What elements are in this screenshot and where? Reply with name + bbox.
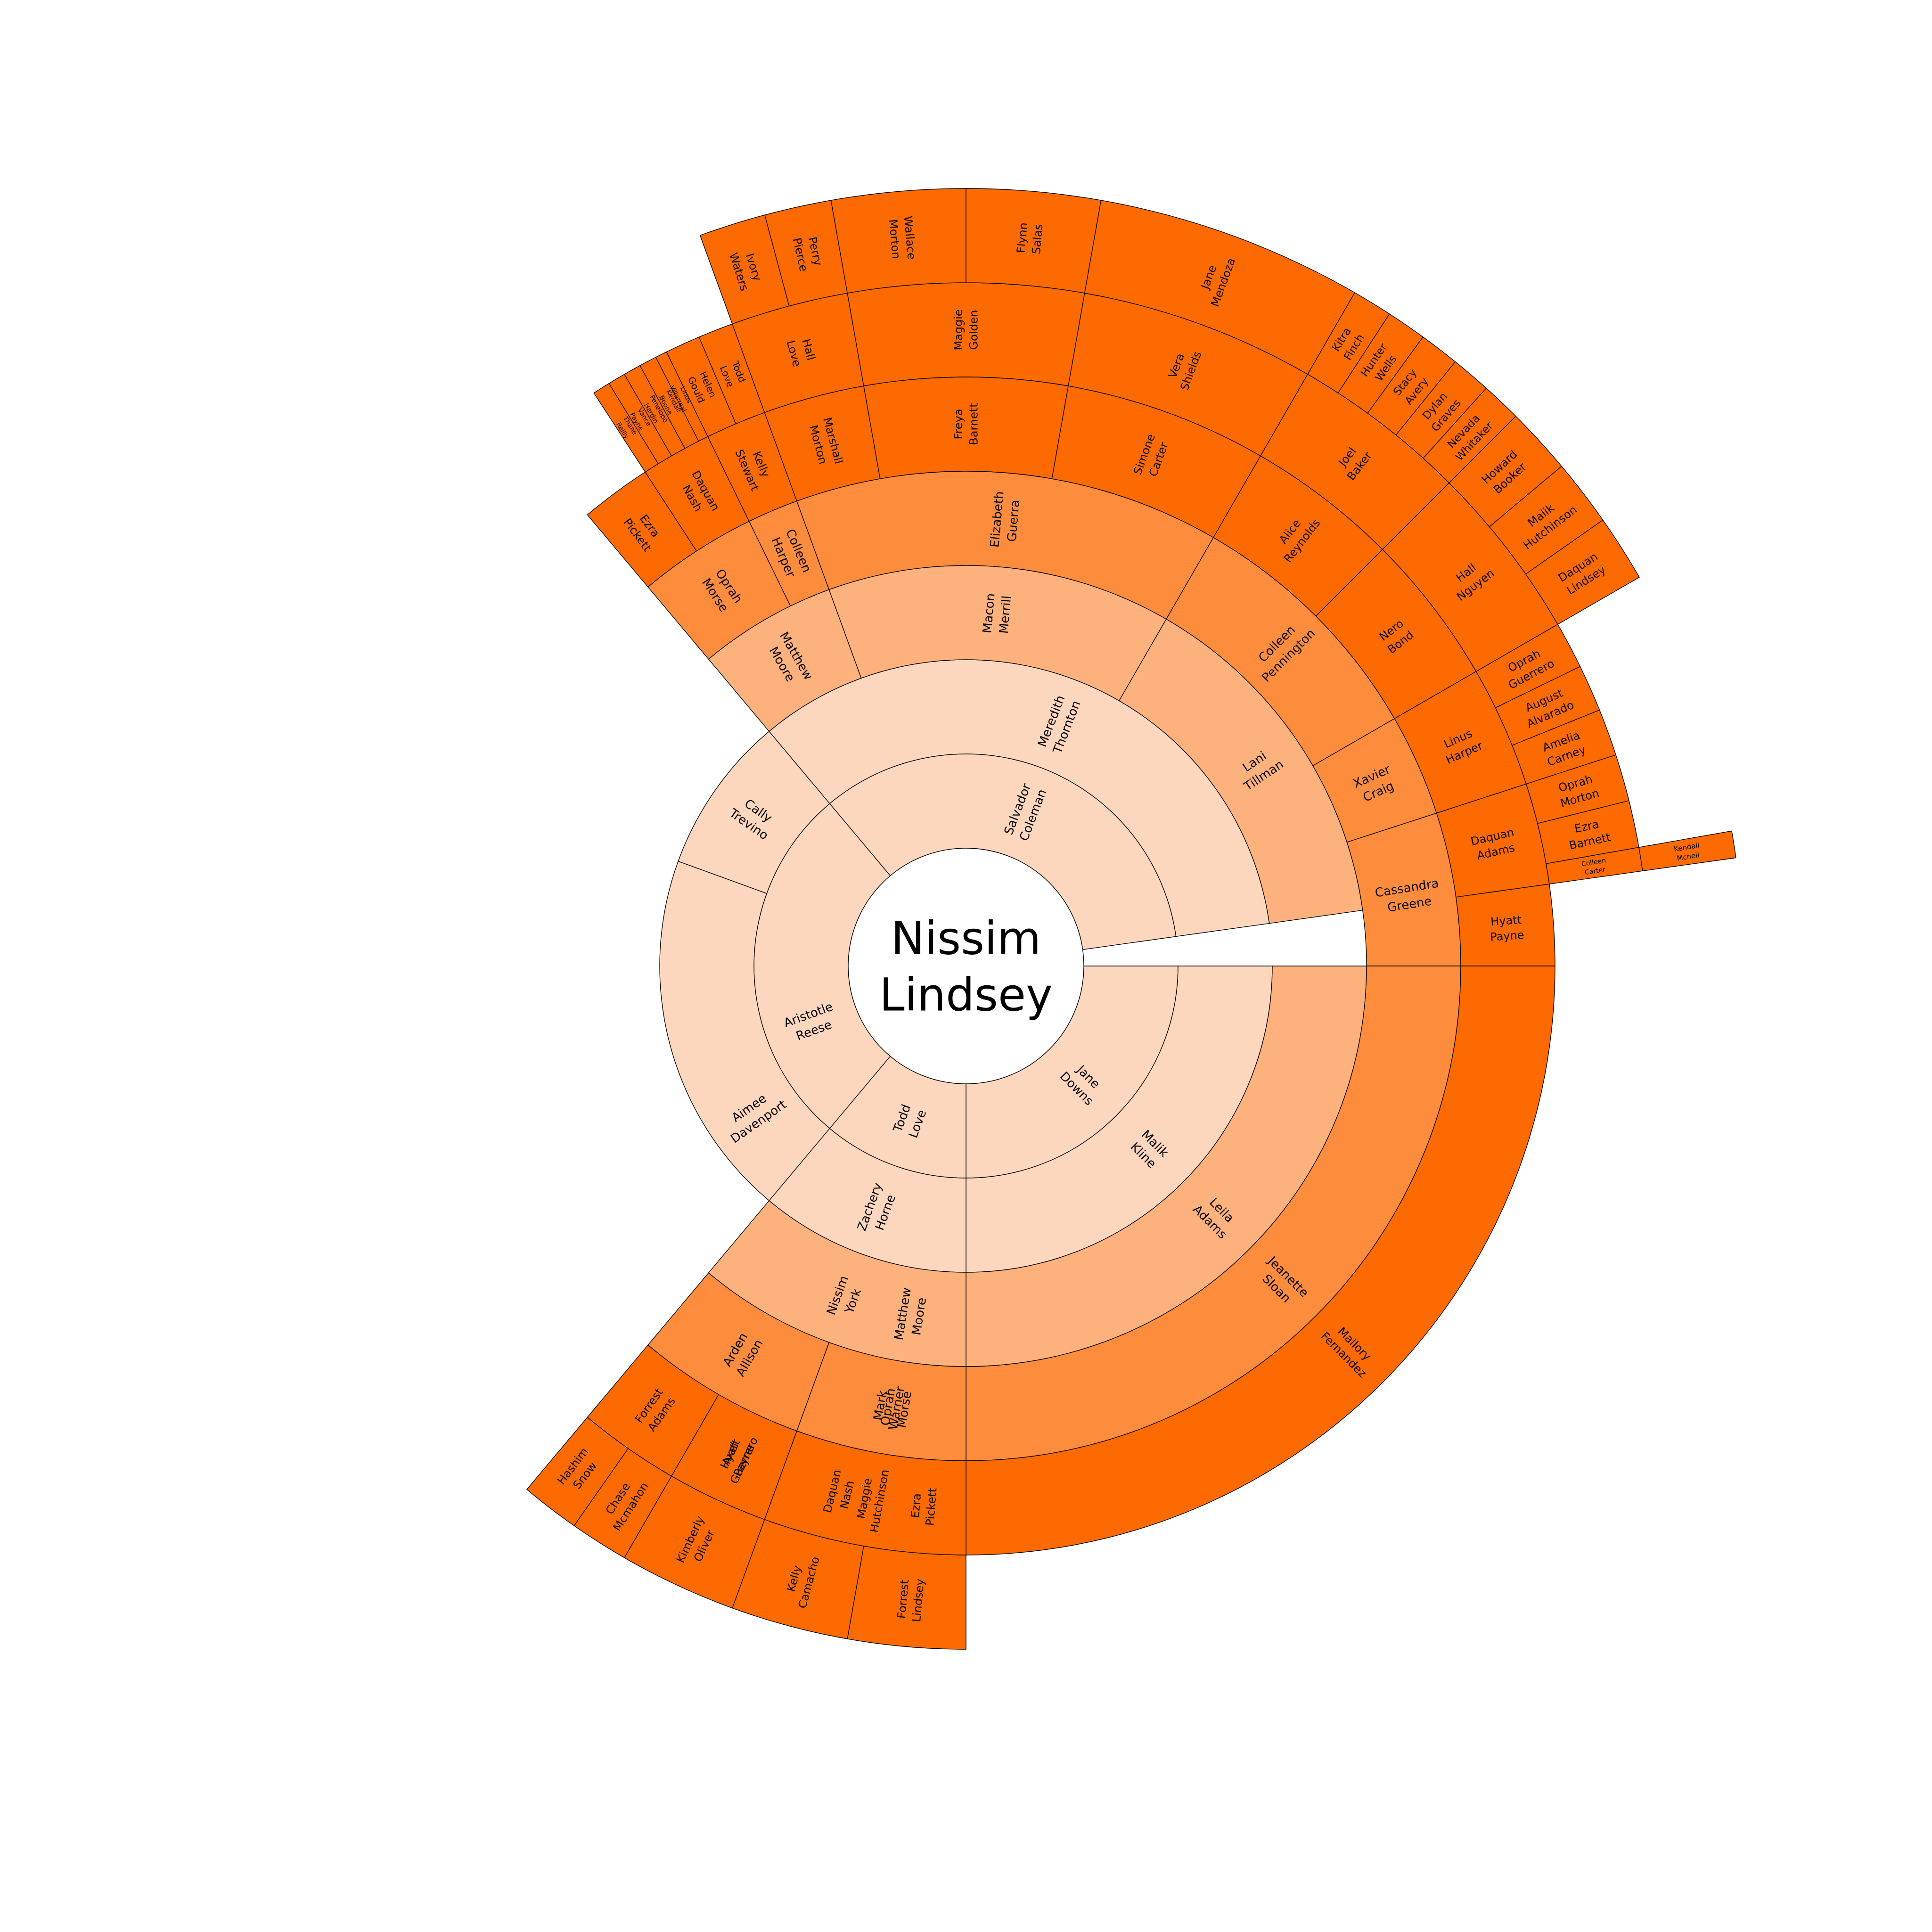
ancestor-label-freya-barnett: Freya Barnett bbox=[952, 403, 980, 445]
root-name-first: Nissim bbox=[891, 912, 1041, 965]
ancestor-label-macon-merrill: MaconMerrill bbox=[980, 593, 1014, 635]
ancestor-label-hyatt-payne: HyattPayne bbox=[1489, 913, 1524, 944]
ancestor-wedge-daquan-lindsey[interactable] bbox=[1525, 519, 1640, 625]
ancestor-wedge-maggie-golden[interactable] bbox=[847, 282, 1085, 386]
center-circle bbox=[848, 848, 1084, 1084]
ancestor-wedge-freya-barnett[interactable] bbox=[863, 377, 1069, 479]
ancestor-label-flynn-salas: FlynnSalas bbox=[1015, 222, 1046, 255]
ancestor-label-ezra-pickett: EzraPickett bbox=[908, 1486, 940, 1526]
root-name-last: Lindsey bbox=[879, 968, 1053, 1021]
ancestor-wedge-hashim-snow[interactable] bbox=[526, 1416, 629, 1526]
ancestor-wedge-mallory-fernandez[interactable] bbox=[966, 966, 1555, 1555]
ancestor-label-maggie-golden: Maggie Golden bbox=[952, 309, 980, 350]
ancestor-rings bbox=[526, 188, 1736, 1650]
ancestor-wedge-kendall-mcneil[interactable] bbox=[1638, 830, 1736, 871]
